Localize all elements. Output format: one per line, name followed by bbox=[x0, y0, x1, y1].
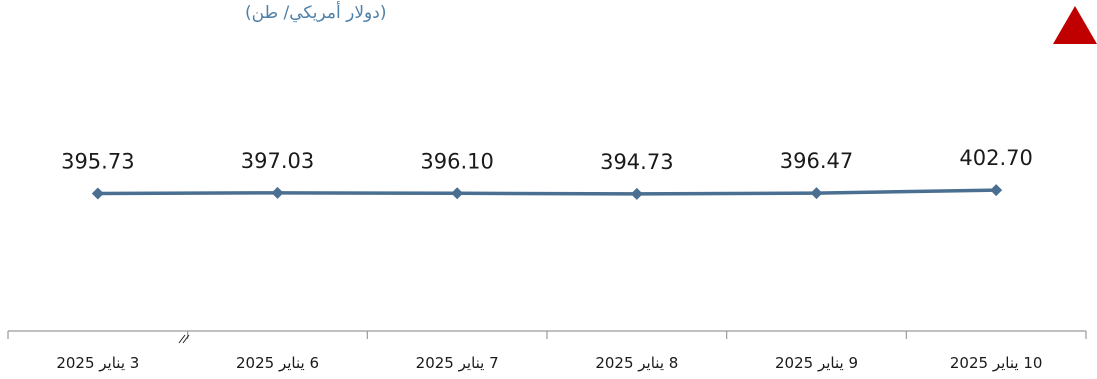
red-triangle-up-icon bbox=[1053, 6, 1097, 44]
data-label: 397.03 bbox=[241, 149, 314, 173]
x-tick-label: 8 يناير 2025 bbox=[595, 354, 678, 372]
data-point-marker bbox=[271, 186, 284, 199]
data-label: 396.47 bbox=[780, 149, 853, 173]
data-label: 402.70 bbox=[959, 146, 1032, 170]
x-tick-label: 10 يناير 2025 bbox=[950, 354, 1043, 372]
data-label: 395.73 bbox=[61, 149, 134, 173]
x-tick-label: 3 يناير 2025 bbox=[56, 354, 139, 372]
x-axis bbox=[7, 330, 1087, 344]
unit-label: (دولار أمريكي/ طن) bbox=[245, 1, 386, 23]
series-line bbox=[91, 184, 1003, 200]
axis-break-icon bbox=[178, 334, 190, 344]
data-point-marker bbox=[91, 187, 104, 200]
data-point-marker bbox=[630, 187, 643, 200]
data-labels: 395.73 397.03 396.10 394.73 396.47 402.70 bbox=[61, 146, 1033, 174]
x-tick-label: 6 يناير 2025 bbox=[236, 354, 319, 372]
series-polyline bbox=[97, 188, 997, 196]
tick-labels: 3 يناير 2025 6 يناير 2025 7 يناير 2025 8 ين… bbox=[56, 354, 1042, 372]
x-tick-label: 9 يناير 2025 bbox=[775, 354, 858, 372]
data-label: 394.73 bbox=[600, 150, 673, 174]
data-point-marker bbox=[810, 187, 823, 200]
data-label: 396.10 bbox=[420, 149, 493, 173]
data-point-marker bbox=[451, 187, 464, 200]
data-point-marker bbox=[990, 184, 1003, 197]
x-tick-label: 7 يناير 2025 bbox=[416, 354, 499, 372]
